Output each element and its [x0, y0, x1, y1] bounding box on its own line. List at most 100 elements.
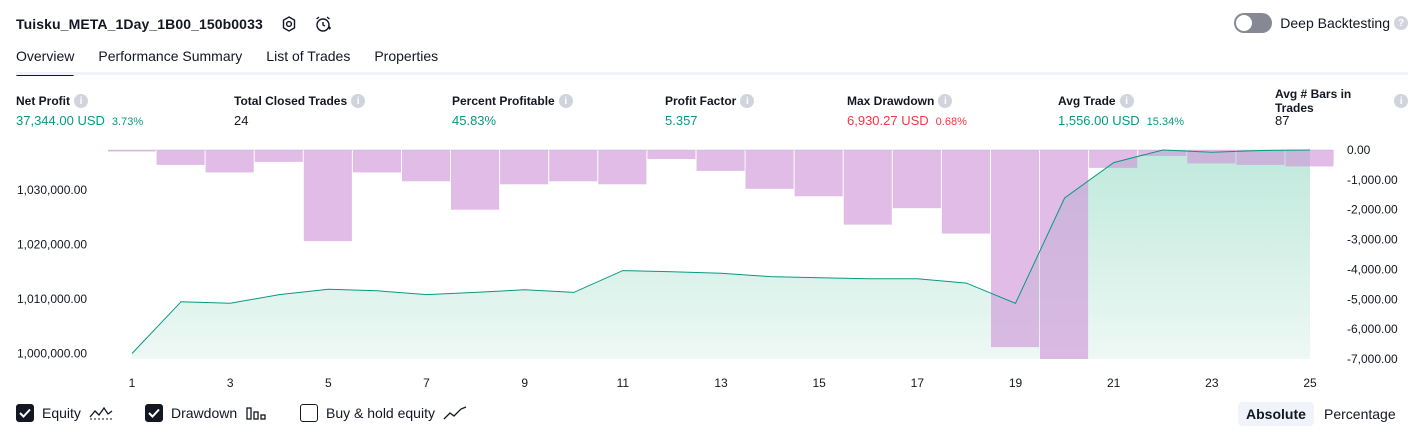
drawdown-bar — [696, 150, 745, 171]
tab-properties[interactable]: Properties — [374, 48, 439, 64]
left-axis-tick-label: 1,010,000.00 — [17, 292, 87, 306]
drawdown-bar — [745, 150, 794, 189]
drawdown-bar — [451, 150, 500, 210]
equity-line — [131, 149, 1311, 354]
info-icon[interactable]: i — [1394, 94, 1408, 108]
right-axis-tick-label: -2,000.00 — [1347, 203, 1398, 217]
buy-hold-checkbox[interactable] — [300, 404, 318, 422]
drawdown-bar — [892, 150, 941, 209]
x-axis-tick-label: 25 — [1303, 376, 1317, 390]
x-axis-tick-label: 1 — [129, 376, 136, 390]
alert-clock-icon[interactable] — [313, 14, 333, 34]
equity-label: Equity — [42, 405, 81, 421]
metric-net-profit: Net Profit i 37,344.00 USD 3.73% — [16, 94, 143, 128]
right-axis-tick-label: -5,000.00 — [1347, 292, 1398, 306]
info-icon[interactable]: i — [558, 94, 573, 108]
buy-hold-label: Buy & hold equity — [326, 405, 435, 421]
metric-percent: 3.73% — [111, 116, 144, 128]
percentage-mode-button[interactable]: Percentage — [1324, 406, 1396, 422]
metric-total-closed-trades: Total Closed Trades i 24 — [234, 94, 366, 128]
drawdown-bar — [1285, 150, 1334, 167]
drawdown-bar — [647, 150, 696, 159]
metric-value: 87 — [1275, 113, 1290, 128]
left-axis-tick-label: 1,000,000.00 — [17, 347, 87, 361]
metric-label: Avg Trade — [1058, 94, 1116, 108]
metric-value: 45.83% — [452, 113, 497, 128]
metric-value: 24 — [234, 113, 249, 128]
absolute-mode-button[interactable]: Absolute — [1238, 402, 1314, 426]
left-axis-tick-label: 1,030,000.00 — [17, 183, 87, 197]
equity-checkbox[interactable] — [16, 404, 34, 422]
right-axis-tick-label: -7,000.00 — [1347, 352, 1398, 366]
drawdown-bar — [254, 150, 303, 162]
x-axis-tick-label: 5 — [325, 376, 332, 390]
equity-toggle[interactable]: Equity — [16, 404, 113, 422]
metric-label: Total Closed Trades — [234, 94, 348, 108]
metric-label: Profit Factor — [665, 94, 737, 108]
drawdown-bar — [1236, 150, 1285, 165]
tabs-divider — [16, 72, 1408, 75]
strategy-title: Tuisku_META_1Day_1B00_150b0033 — [16, 16, 263, 32]
metric-value: 6,930.27 USD — [847, 113, 929, 128]
tab-list-of-trades[interactable]: List of Trades — [266, 48, 351, 64]
info-icon[interactable]: i — [74, 94, 88, 108]
chart-legend-bar: Equity Drawdown Buy & hold equity Absolu… — [16, 402, 1408, 426]
strategy-header: Tuisku_META_1Day_1B00_150b0033 — [16, 12, 333, 36]
info-icon[interactable]: i — [1119, 94, 1134, 108]
metric-label: Avg # Bars in Trades — [1275, 87, 1352, 115]
x-axis-tick-label: 23 — [1205, 376, 1219, 390]
info-icon[interactable]: i — [938, 94, 953, 108]
report-tabs: Overview Performance Summary List of Tra… — [16, 48, 462, 76]
drawdown-bar — [303, 150, 352, 242]
help-icon[interactable]: ? — [1394, 16, 1408, 30]
drawdown-bar — [991, 150, 1040, 348]
x-axis-tick-label: 7 — [423, 376, 430, 390]
metric-value: 37,344.00 USD — [16, 113, 105, 128]
drawdown-bar — [108, 150, 156, 152]
x-axis-tick-label: 11 — [617, 376, 630, 390]
metric-profit-factor: Profit Factor i 5.357 — [665, 94, 755, 128]
metrics-row: Net Profit i 37,344.00 USD 3.73% Total Clo… — [16, 87, 1408, 134]
x-axis-tick-label: 21 — [1107, 376, 1121, 390]
right-axis-tick-label: 0.00 — [1347, 143, 1371, 157]
metric-percent: 15.34% — [1146, 116, 1184, 128]
drawdown-toggle[interactable]: Drawdown — [145, 404, 267, 422]
deep-backtesting-toggle[interactable] — [1234, 13, 1273, 33]
right-axis-tick-label: -6,000.00 — [1347, 322, 1398, 336]
drawdown-bar — [843, 150, 892, 225]
drawdown-bar — [794, 150, 843, 197]
metric-label: Max Drawdown — [847, 94, 935, 108]
x-axis-tick-label: 15 — [812, 376, 826, 390]
buy-hold-icon — [443, 405, 467, 421]
left-axis-tick-label: 1,020,000.00 — [17, 237, 87, 251]
drawdown-bar — [1187, 150, 1236, 164]
equity-icon — [89, 405, 113, 421]
equity-drawdown-chart[interactable]: 1,000,000.00 1,010,000.00 1,020,000.00 1,03… — [0, 140, 1424, 398]
x-axis-tick-label: 17 — [911, 376, 925, 390]
drawdown-bar — [156, 150, 205, 165]
metric-percent: 0.68% — [935, 116, 967, 128]
drawdown-bar — [598, 150, 647, 185]
metric-max-drawdown: Max Drawdown i 6,930.27 USD 0.68% — [847, 94, 967, 128]
tab-performance-summary[interactable]: Performance Summary — [98, 48, 243, 64]
drawdown-bar — [941, 150, 990, 234]
x-axis-tick-label: 3 — [227, 376, 234, 390]
drawdown-bar — [549, 150, 598, 182]
deep-backtesting: Deep Backtesting ? — [1234, 13, 1408, 33]
info-icon[interactable]: i — [351, 94, 366, 108]
metric-label: Percent Profitable — [452, 94, 555, 108]
metric-label: Net Profit — [16, 94, 70, 108]
metric-value: 1,556.00 USD — [1058, 113, 1140, 128]
drawdown-bar — [1138, 150, 1187, 156]
drawdown-icon — [245, 405, 267, 421]
drawdown-bar — [402, 150, 451, 182]
tab-overview[interactable]: Overview — [16, 48, 75, 76]
metric-percent-profitable: Percent Profitable i 45.83% — [452, 94, 573, 128]
info-icon[interactable]: i — [740, 94, 755, 108]
drawdown-bar — [352, 150, 401, 173]
buy-hold-toggle[interactable]: Buy & hold equity — [300, 404, 467, 422]
settings-icon[interactable] — [279, 14, 299, 34]
drawdown-checkbox[interactable] — [145, 404, 163, 422]
drawdown-bar — [205, 150, 254, 173]
drawdown-bar — [1040, 150, 1089, 359]
